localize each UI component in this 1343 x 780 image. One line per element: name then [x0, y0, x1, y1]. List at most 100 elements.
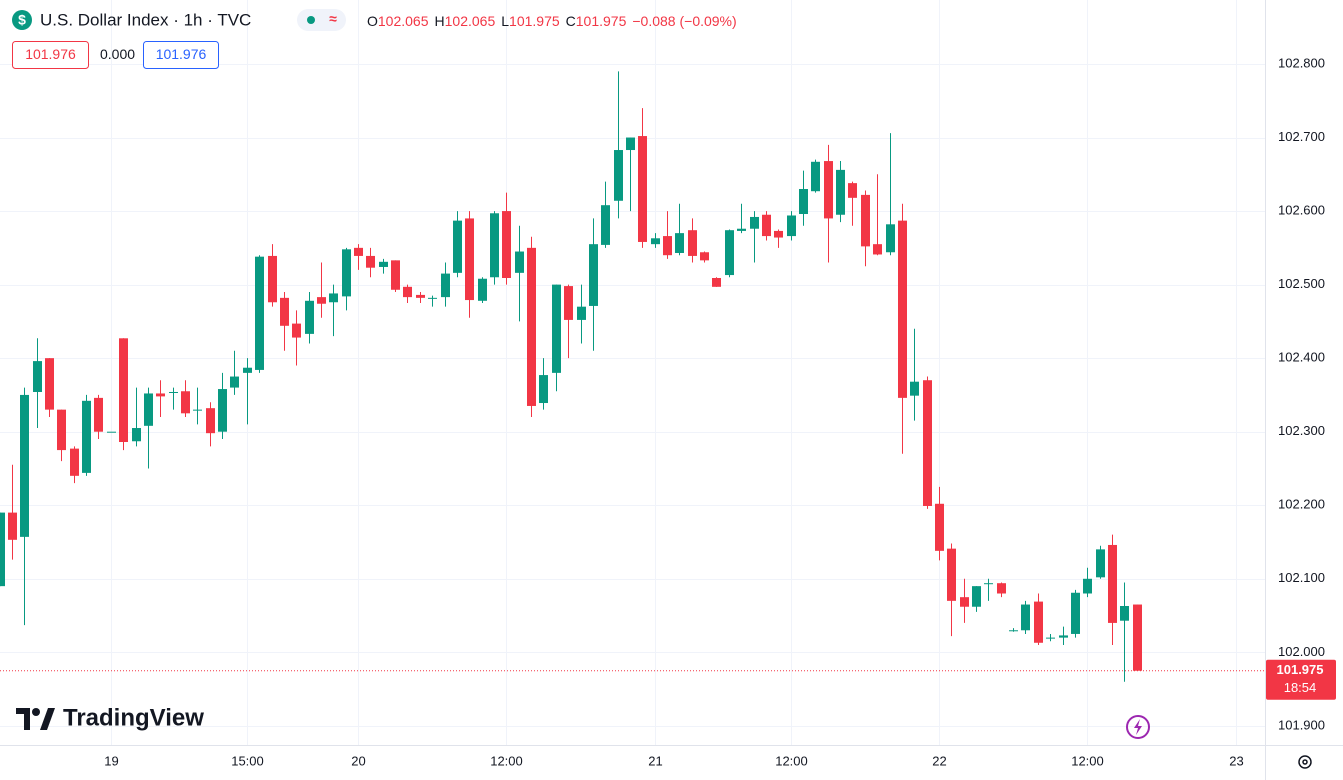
candle-body [873, 244, 882, 255]
x-tick-label: 12:00 [775, 753, 808, 768]
candle-body [45, 358, 54, 410]
candle-body [762, 214, 771, 237]
candle-body [910, 381, 919, 396]
candle-body [453, 220, 462, 273]
indicator-box [143, 41, 219, 69]
candle-body [700, 252, 709, 261]
candle-body [379, 261, 388, 267]
candle-body [342, 249, 351, 297]
candle-body [1071, 592, 1080, 634]
y-tick-label: 102.700 [1278, 129, 1325, 144]
candle-body [638, 136, 647, 242]
candle-body [824, 161, 833, 219]
candle-body [169, 391, 178, 393]
candle-body [428, 297, 437, 299]
candle-body [280, 297, 289, 326]
x-tick-label: 21 [648, 753, 662, 768]
axes: 101.900 102.000 102.100 102.200 102.300 102.4… [104, 55, 1325, 768]
open-value: 102.065 [378, 13, 429, 29]
candle-body [898, 220, 907, 398]
candle-body [132, 428, 141, 442]
candle-body [614, 150, 623, 201]
watermark-logo [16, 708, 55, 730]
candle-body [268, 255, 277, 303]
market-status-dot [307, 16, 315, 24]
candle-body [502, 211, 511, 278]
indicator-value: 0.000 [100, 46, 135, 62]
candles [0, 71, 1142, 682]
candle-body [1046, 637, 1055, 639]
candle-body [861, 194, 870, 247]
candle-body [230, 376, 239, 388]
candle-body [886, 224, 895, 253]
low-label: L [501, 13, 509, 29]
y-tick-label: 101.900 [1278, 717, 1325, 732]
candle-body [1009, 630, 1018, 632]
low-value: 101.975 [509, 13, 560, 29]
candle-body [1133, 604, 1142, 671]
indicator-value: 101.976 [25, 46, 76, 62]
candle-body [292, 323, 301, 338]
high-label: H [435, 13, 445, 29]
candle-body [552, 284, 561, 373]
candle-body [737, 228, 746, 231]
y-tick-label: 102.000 [1278, 644, 1325, 659]
candle-body [787, 215, 796, 237]
candle-body [663, 236, 672, 256]
candle-body [416, 294, 425, 298]
y-tick-label: 102.600 [1278, 203, 1325, 218]
ohlc-legend: O102.065 H102.065 L101.975 C101.975 −0.088 (… [367, 13, 737, 29]
candle-body [218, 389, 227, 432]
x-tick-label: 23 [1229, 753, 1243, 768]
candle-body [601, 205, 610, 245]
candle-body [206, 408, 215, 434]
candle-body [675, 233, 684, 253]
candle-body [255, 256, 264, 370]
grid [0, 0, 1265, 745]
symbol-title[interactable]: U.S. Dollar Index · 1h · TVC [40, 10, 251, 29]
candle-body [527, 247, 536, 406]
x-tick-label: 12:00 [1071, 753, 1104, 768]
candle-body [811, 161, 820, 192]
last-price-box [1266, 659, 1336, 700]
candle-body [243, 367, 252, 373]
candle-body [366, 255, 375, 268]
status-pill[interactable] [297, 9, 346, 31]
indicator-value: 101.976 [156, 46, 207, 62]
close-value: 101.975 [576, 13, 627, 29]
candle-body [1108, 544, 1117, 623]
candle-body [82, 400, 91, 473]
alert-icon[interactable] [1126, 715, 1150, 739]
last-price-label: 101.975 [1277, 662, 1324, 677]
candle-body [589, 244, 598, 306]
candle-body [94, 397, 103, 432]
candle-body [181, 391, 190, 414]
candle-body [317, 297, 326, 304]
candle-body [984, 583, 993, 585]
x-tick-label: 19 [104, 753, 118, 768]
settings-icon[interactable] [1298, 755, 1312, 769]
y-tick-label: 102.500 [1278, 276, 1325, 291]
y-tick-label: 102.200 [1278, 497, 1325, 512]
candle-body [799, 189, 808, 215]
candle-body [836, 169, 845, 215]
candle-body [465, 218, 474, 301]
symbol-icon [12, 10, 32, 30]
y-tick-label: 102.400 [1278, 350, 1325, 365]
candle-body [354, 247, 363, 256]
candle-body [144, 393, 153, 426]
countdown-label: 18:54 [1284, 680, 1317, 695]
candle-body [774, 230, 783, 238]
candle-body [329, 293, 338, 303]
candle-body [923, 380, 932, 506]
candle-body [403, 286, 412, 298]
x-tick-label: 15:00 [231, 753, 264, 768]
alert-icon-bolt [1134, 719, 1142, 735]
candle-body [712, 277, 721, 287]
candle-body [947, 548, 956, 601]
candle-body [935, 503, 944, 551]
candle-body [725, 230, 734, 276]
candle-body [1096, 549, 1105, 578]
candle-body [20, 394, 29, 537]
